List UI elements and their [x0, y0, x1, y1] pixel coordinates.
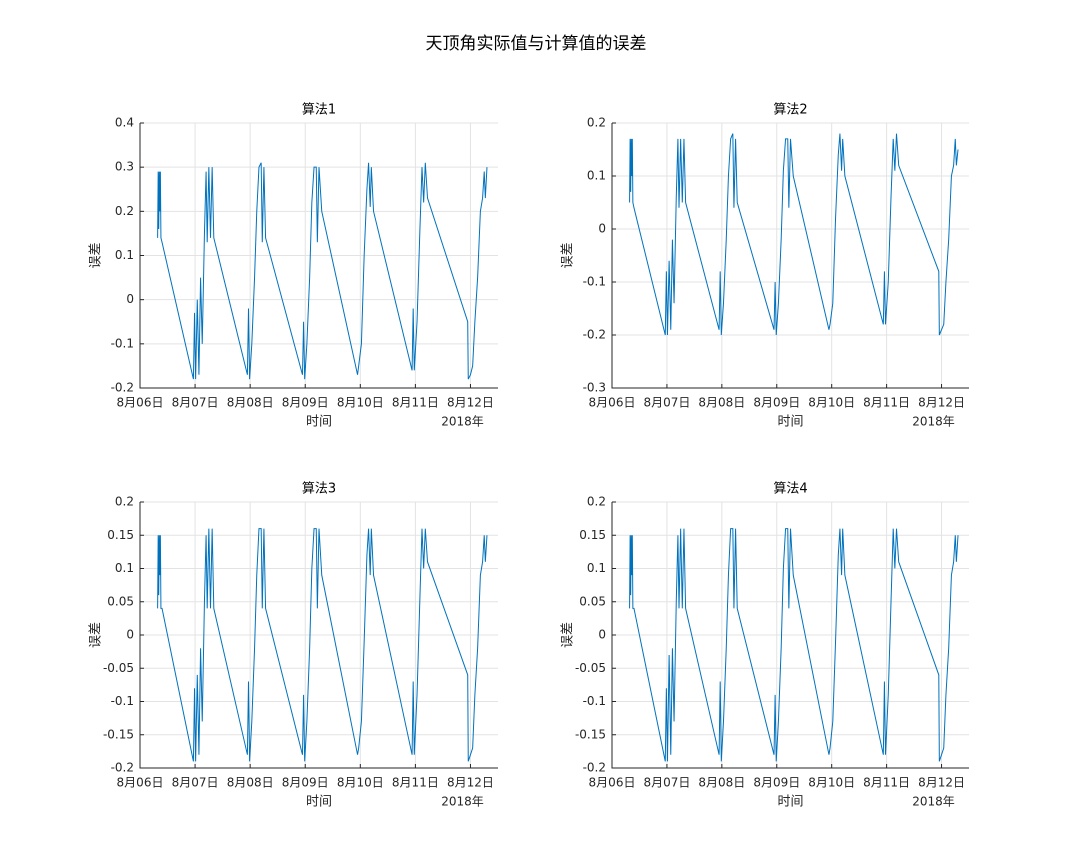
y-tick-label: 0.2: [587, 116, 606, 130]
y-axis-label: 误差: [89, 242, 104, 268]
y-tick-label: 0: [126, 628, 134, 642]
y-tick-label: -0.05: [575, 661, 606, 675]
y-tick-label: 0.1: [587, 169, 606, 183]
x-tick-label: 8月10日: [808, 396, 855, 410]
x-tick-label: 8月12日: [918, 776, 965, 790]
x-tick-label: 8月09日: [753, 396, 800, 410]
y-tick-label: 0.2: [587, 495, 606, 509]
y-tick-label: -0.1: [583, 694, 606, 708]
y-tick-label: -0.2: [111, 381, 134, 395]
y-tick-label: 0.1: [115, 248, 134, 262]
x-tick-label: 8月09日: [282, 776, 329, 790]
figure-title: 天顶角实际值与计算值的误差: [426, 34, 647, 54]
x-tick-label: 8月08日: [698, 776, 745, 790]
x-tick-label: 8月12日: [447, 776, 494, 790]
y-tick-label: 0.15: [579, 528, 606, 542]
y-tick-label: 0: [126, 292, 134, 306]
y-tick-label: 0.2: [115, 495, 134, 509]
x-tick-label: 8月12日: [447, 396, 494, 410]
y-axis-label: 误差: [561, 622, 576, 648]
y-tick-label: -0.3: [583, 381, 606, 395]
axes-box: [139, 502, 498, 769]
x-tick-label: 8月07日: [643, 396, 690, 410]
x-tick-label: 8月11日: [392, 396, 439, 410]
x-tick-label: 8月08日: [227, 396, 274, 410]
x-tick-label: 8月10日: [337, 776, 384, 790]
y-tick-label: -0.05: [103, 661, 134, 675]
data-line: [157, 528, 488, 762]
y-axis-label: 误差: [89, 622, 104, 648]
y-tick-label: 0.15: [107, 528, 134, 542]
y-tick-label: 0.1: [115, 561, 134, 575]
subplot-title: 算法3: [302, 482, 336, 497]
data-line: [157, 162, 488, 380]
x-tick-label: 8月10日: [808, 776, 855, 790]
y-tick-label: 0: [598, 628, 606, 642]
x-tick-label: 8月11日: [863, 396, 910, 410]
axes-box: [611, 502, 969, 769]
x-tick-label: 8月06日: [117, 396, 164, 410]
x-axis-label: 时间: [777, 415, 803, 430]
x-tick-label: 8月10日: [337, 396, 384, 410]
x-tick-label: 8月08日: [227, 776, 274, 790]
plot-area: [612, 123, 969, 388]
y-tick-label: 0: [598, 222, 606, 236]
x-tick-label: 8月09日: [282, 396, 329, 410]
x-tick-label: 8月06日: [589, 776, 636, 790]
y-tick-label: -0.2: [583, 761, 606, 775]
x-tick-label: 8月07日: [172, 396, 219, 410]
data-line: [629, 528, 959, 762]
y-tick-label: -0.1: [111, 336, 134, 350]
y-axis-label: 误差: [561, 242, 576, 268]
x-tick-label: 8月06日: [589, 396, 636, 410]
x-tick-label: 8月11日: [863, 776, 910, 790]
x-tick-label: 8月12日: [918, 396, 965, 410]
x-axis-label: 时间: [306, 795, 332, 810]
x-tick-label: 8月07日: [643, 776, 690, 790]
y-tick-label: 0.1: [587, 561, 606, 575]
y-tick-label: 0.3: [115, 160, 134, 174]
y-tick-label: -0.1: [583, 275, 606, 289]
y-tick-label: -0.15: [103, 727, 134, 741]
subplot-title: 算法1: [302, 103, 336, 118]
y-tick-label: 0.4: [115, 116, 134, 130]
y-tick-label: -0.1: [111, 694, 134, 708]
x-tick-label: 8月11日: [392, 776, 439, 790]
y-tick-label: -0.15: [575, 727, 606, 741]
x-axis-secondary-label: 2018年: [441, 415, 484, 429]
x-tick-label: 8月08日: [698, 396, 745, 410]
subplot-title: 算法4: [773, 482, 807, 497]
x-tick-label: 8月06日: [117, 776, 164, 790]
x-axis-secondary-label: 2018年: [441, 795, 484, 809]
y-tick-label: 0.05: [107, 594, 134, 608]
axes-box: [611, 123, 969, 389]
data-line: [629, 133, 959, 336]
subplot-title: 算法2: [773, 103, 807, 118]
x-tick-label: 8月07日: [172, 776, 219, 790]
axes-box: [139, 123, 498, 389]
y-tick-label: 0.05: [579, 594, 606, 608]
x-axis-label: 时间: [777, 795, 803, 810]
y-tick-label: 0.2: [115, 204, 134, 218]
x-tick-label: 8月09日: [753, 776, 800, 790]
x-axis-label: 时间: [306, 415, 332, 430]
y-tick-label: -0.2: [111, 761, 134, 775]
x-axis-secondary-label: 2018年: [912, 795, 955, 809]
x-axis-secondary-label: 2018年: [912, 415, 955, 429]
y-tick-label: -0.2: [583, 328, 606, 342]
